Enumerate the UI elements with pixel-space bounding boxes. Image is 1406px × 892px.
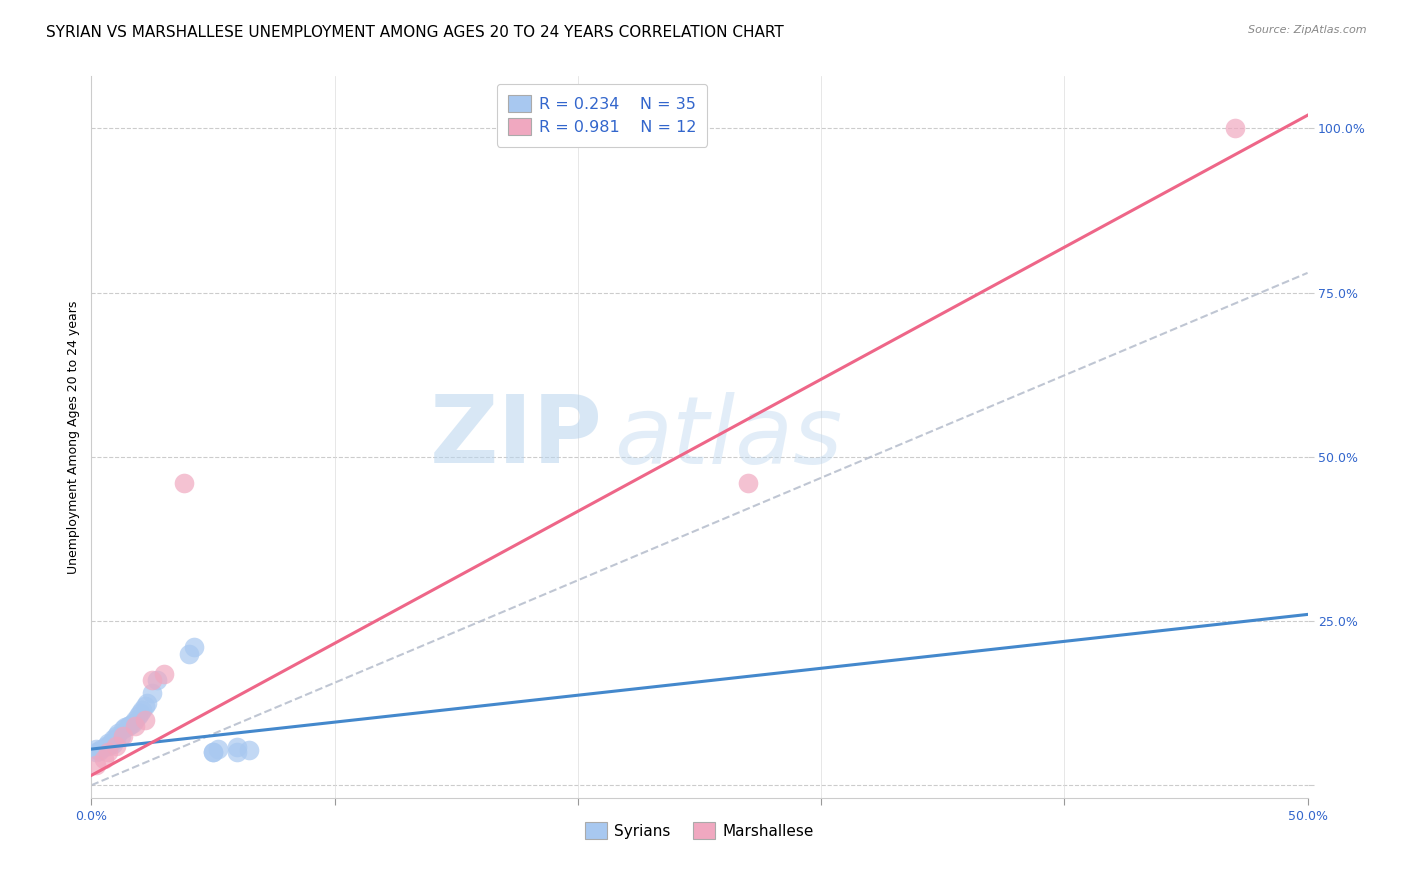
Point (141, 673, 163, 687)
Point (114, 720, 136, 734)
Point (93, 752, 115, 766)
Point (84, 758, 107, 772)
Point (127, 709, 149, 723)
Text: SYRIAN VS MARSHALLESE UNEMPLOYMENT AMONG AGES 20 TO 24 YEARS CORRELATION CHART: SYRIAN VS MARSHALLESE UNEMPLOYMENT AMONG… (46, 25, 785, 40)
Point (103, 738, 125, 752)
Point (104, 729, 127, 743)
Point (111, 729, 134, 743)
Point (737, 476, 759, 491)
Text: ZIP: ZIP (429, 391, 602, 483)
Point (141, 686, 163, 700)
Point (129, 706, 152, 720)
Point (107, 725, 129, 739)
Point (97, 739, 120, 753)
Point (146, 673, 169, 687)
Point (97, 745, 120, 759)
Point (94, 739, 117, 753)
Point (202, 745, 225, 759)
Point (104, 732, 127, 747)
Point (121, 715, 143, 730)
Point (97, 735, 120, 749)
Point (110, 729, 132, 743)
Point (111, 723, 134, 737)
Point (84, 742, 107, 756)
Point (238, 743, 260, 757)
Point (103, 732, 125, 747)
Point (100, 735, 122, 749)
Point (136, 696, 159, 710)
Point (202, 745, 225, 759)
Text: Source: ZipAtlas.com: Source: ZipAtlas.com (1249, 25, 1367, 35)
Point (90, 742, 112, 756)
Point (226, 740, 249, 755)
Point (120, 718, 142, 732)
Point (117, 719, 139, 733)
Point (1223, 121, 1246, 136)
Point (177, 647, 200, 661)
Point (84, 745, 107, 759)
Point (134, 713, 156, 727)
Point (226, 745, 249, 759)
Point (183, 640, 205, 655)
Point (87, 744, 110, 758)
Point (104, 739, 127, 753)
Point (124, 719, 146, 733)
Point (153, 666, 176, 681)
Point (134, 699, 156, 714)
Point (131, 703, 153, 717)
Y-axis label: Unemployment Among Ages 20 to 24 years: Unemployment Among Ages 20 to 24 years (67, 301, 80, 574)
Point (207, 742, 229, 756)
Text: atlas: atlas (614, 392, 842, 483)
Point (124, 713, 146, 727)
Legend: Syrians, Marshallese: Syrians, Marshallese (579, 816, 820, 845)
Point (173, 476, 195, 491)
